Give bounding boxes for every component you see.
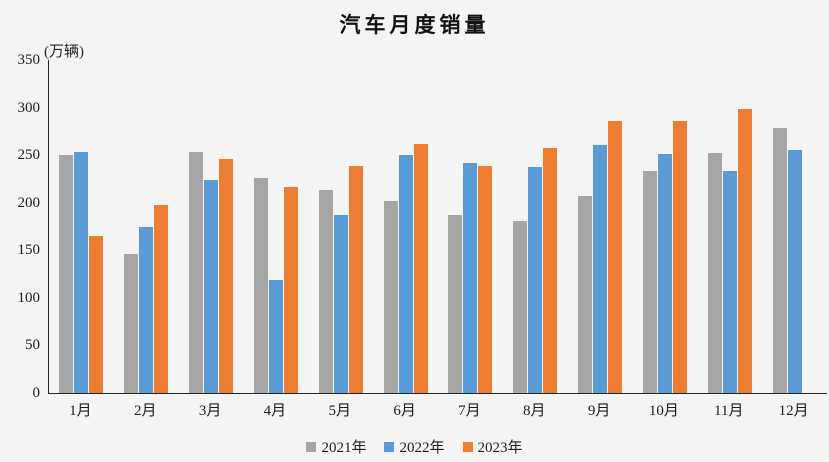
bar-group-12月: [762, 60, 827, 393]
x-tick-label-7月: 7月: [458, 403, 481, 419]
bar-2022年-1月: [74, 152, 89, 393]
bar-2021年-3月: [189, 152, 204, 393]
bar-2021年-4月: [253, 177, 268, 393]
chart-title: 汽车月度销量: [339, 13, 490, 37]
y-tick-label-50: 50: [25, 337, 40, 354]
bar-2022年-11月: [722, 171, 737, 393]
bar-2023年-7月: [478, 165, 493, 393]
bar-2022年-4月: [268, 279, 283, 393]
bar-2023年-1月: [89, 236, 104, 393]
bar-2023年-9月: [608, 120, 623, 393]
x-tick-label-10月: 10月: [648, 403, 679, 419]
bar-2022年-9月: [593, 144, 608, 393]
bar-2023年-3月: [219, 158, 234, 393]
bar-2021年-7月: [448, 215, 463, 393]
bar-2022年-5月: [333, 215, 348, 393]
bar-2022年-7月: [463, 162, 478, 393]
bar-2022年-2月: [139, 226, 154, 393]
bar-2021年-1月: [59, 155, 74, 393]
bar-2022年-8月: [528, 166, 543, 393]
bar-2021年-8月: [513, 220, 528, 393]
bar-group-11月: [697, 60, 762, 393]
x-tick-label-9月: 9月: [587, 403, 611, 419]
x-tick-label-3月: 3月: [198, 403, 222, 419]
bar-2022年-12月: [787, 150, 802, 393]
bar-2023年-2月: [154, 204, 169, 393]
bar-group-3月: [179, 60, 244, 393]
bar-2023年-5月: [348, 165, 363, 393]
x-tick-label-6月: 6月: [393, 403, 416, 419]
x-tick-label-8月: 8月: [522, 403, 546, 419]
bar-2023年-6月: [413, 143, 428, 393]
bar-2022年-6月: [398, 155, 413, 393]
bar-group-2月: [114, 60, 179, 393]
bar-2023年-10月: [672, 120, 687, 393]
legend-label: 2021年: [321, 440, 367, 456]
x-tick-label-11月: 11月: [714, 403, 744, 419]
bar-2023年-4月: [283, 186, 298, 393]
x-tick-label-12月: 12月: [778, 403, 809, 419]
bar-group-5月: [308, 60, 373, 393]
bar-2021年-11月: [707, 153, 722, 393]
bar-2022年-10月: [657, 154, 672, 393]
x-tick-label-2月: 2月: [133, 403, 157, 419]
x-tick-label-4月: 4月: [263, 403, 287, 419]
legend-label: 2022年: [399, 440, 445, 456]
bar-group-1月: [49, 60, 114, 393]
legend-swatch-icon: [384, 441, 395, 452]
bar-2021年-9月: [578, 196, 593, 393]
y-tick-label-250: 250: [17, 147, 41, 164]
bar-2022年-3月: [204, 179, 219, 393]
legend-item-2023年: 2023年: [462, 436, 523, 457]
bar-group-9月: [568, 60, 633, 393]
legend: 2021年 2022年 2023年: [0, 436, 829, 457]
y-tick-label-350: 350: [17, 52, 41, 68]
legend-swatch-icon: [462, 441, 473, 452]
bar-group-8月: [503, 60, 568, 393]
y-tick-label-150: 150: [17, 242, 41, 259]
x-tick-label-5月: 5月: [328, 403, 351, 419]
bar-group-7月: [438, 60, 503, 393]
y-axis-unit-label: (万辆): [44, 44, 84, 60]
bar-2021年-6月: [383, 200, 398, 393]
legend-item-2021年: 2021年: [306, 436, 366, 457]
bar-2021年-2月: [124, 254, 139, 393]
bar-group-6月: [373, 60, 438, 393]
legend-label: 2023年: [477, 440, 523, 456]
x-tick-label-1月: 1月: [69, 403, 92, 419]
bar-group-10月: [632, 60, 697, 393]
bar-2021年-12月: [772, 127, 787, 393]
bar-2021年-10月: [642, 171, 657, 393]
y-tick-label-300: 300: [17, 99, 41, 116]
y-tick-label-100: 100: [17, 289, 41, 306]
bar-2023年-8月: [543, 147, 558, 393]
legend-swatch-icon: [306, 441, 317, 452]
bar-group-4月: [243, 60, 308, 393]
legend-item-2022年: 2022年: [384, 436, 445, 457]
y-tick-label-0: 0: [32, 385, 41, 401]
plot-area: [48, 60, 827, 394]
bar-2023年-11月: [737, 109, 752, 393]
y-tick-label-200: 200: [17, 194, 41, 211]
bar-2021年-5月: [318, 190, 333, 393]
